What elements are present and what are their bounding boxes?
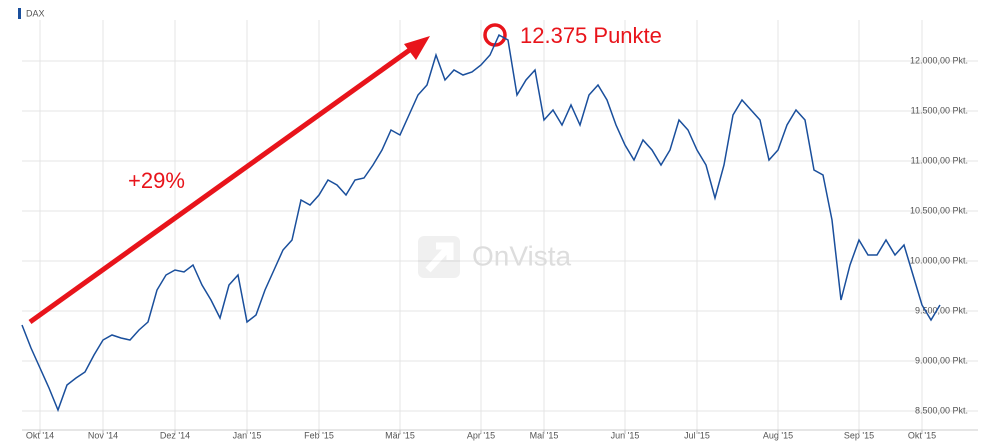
y-tick-label: 10.000,00 Pkt. (910, 255, 968, 265)
peak-annotation: 12.375 Punkte (520, 23, 662, 48)
y-tick-label: 9.000,00 Pkt. (915, 355, 968, 365)
x-tick-label: Jun '15 (611, 430, 640, 440)
legend-swatch (18, 8, 21, 19)
y-tick-label: 11.500,00 Pkt. (911, 105, 968, 115)
x-tick-label: Sep '15 (844, 430, 874, 440)
y-tick-label: 9.500,00 Pkt. (915, 305, 968, 315)
x-tick-label: Dez '14 (160, 430, 190, 440)
x-tick-label: Jul '15 (684, 430, 710, 440)
x-tick-label: Apr '15 (467, 430, 495, 440)
y-tick-label: 11.000,00 Pkt. (911, 155, 968, 165)
x-tick-label: Mär '15 (385, 430, 415, 440)
x-tick-label: Aug '15 (763, 430, 793, 440)
arrow-shaft (28, 41, 420, 325)
y-tick-label: 10.500,00 Pkt. (910, 205, 968, 215)
peak-marker (483, 23, 507, 47)
gain-annotation: +29% (128, 168, 185, 193)
x-tick-label: Jan '15 (233, 430, 262, 440)
x-tick-label: Okt '15 (908, 430, 936, 440)
x-tick-label: Nov '14 (88, 430, 118, 440)
x-tick-label: Okt '14 (26, 430, 54, 440)
x-tick-label: Feb '15 (304, 430, 334, 440)
y-tick-label: 12.000,00 Pkt. (910, 55, 968, 65)
y-tick-label: 8.500,00 Pkt. (915, 405, 968, 415)
data-line (21, 33, 941, 413)
x-tick-label: Mai '15 (530, 430, 559, 440)
watermark: OnVista (472, 240, 572, 271)
watermark-icon (418, 236, 460, 278)
legend-label: DAX (26, 8, 45, 18)
arrow-head (404, 36, 430, 60)
